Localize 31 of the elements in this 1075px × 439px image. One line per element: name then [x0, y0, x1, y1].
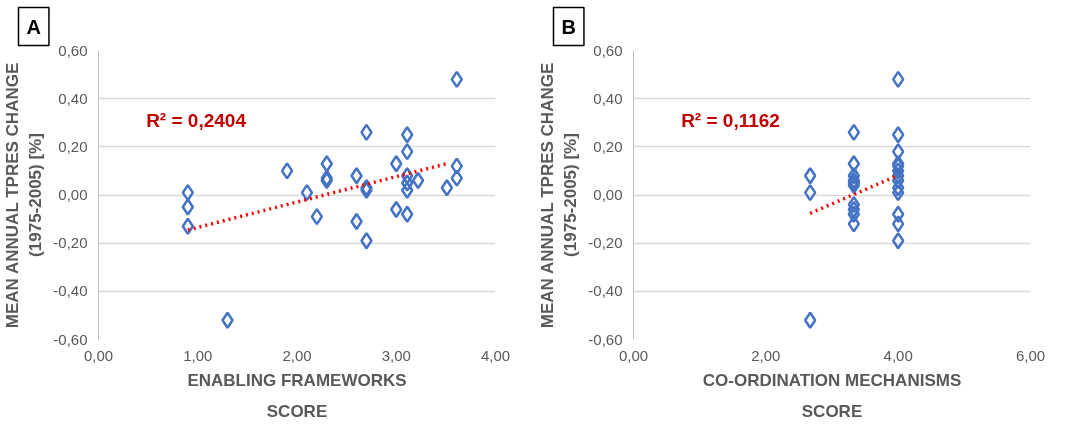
y-tick-label: -0,20 [53, 234, 88, 252]
y-tick-label: -0,40 [53, 282, 88, 300]
x-axis-title: ENABLING FRAMEWORKS SCORE [187, 370, 407, 421]
y-tick-label: 0,00 [58, 186, 88, 203]
y-axis-title: MEAN ANNUAL TPRES CHANGE (1975-2005) [%] [538, 62, 581, 329]
x-tick-label: 4,00 [480, 346, 511, 364]
chart-title: A [26, 15, 41, 38]
y-tick-label: -0,60 [53, 330, 88, 348]
y-tick-label: 0,20 [58, 137, 88, 155]
x-tick-label: 1,00 [183, 346, 213, 364]
x-tick-label: 0,00 [83, 346, 114, 364]
y-tick-label: 0,60 [58, 41, 88, 59]
y-tick-label: 0,20 [593, 137, 623, 155]
x-tick-label: 2,00 [751, 346, 781, 364]
y-tick-label: -0,60 [588, 330, 623, 348]
y-tick-label: 0,40 [58, 89, 88, 107]
x-tick-label: 2,00 [282, 346, 312, 364]
annotation: R² = 0,1162 [681, 110, 780, 132]
y-tick-label: 0,60 [593, 41, 623, 59]
annotation: R² = 0,2404 [146, 110, 247, 132]
x-tick-label: 6,00 [1015, 346, 1046, 364]
x-axis-title: CO-ORDINATION MECHANISMS SCORE [702, 370, 962, 421]
y-axis-title: MEAN ANNUAL TPRES CHANGE (1975-2005) [%] [3, 62, 46, 329]
x-tick-label: 0,00 [618, 346, 649, 364]
x-tick-label: 4,00 [883, 346, 913, 364]
y-tick-label: 0,00 [593, 186, 623, 203]
y-tick-label: -0,40 [588, 282, 623, 300]
chart-title: B [561, 15, 576, 38]
y-tick-label: -0,20 [588, 234, 623, 252]
x-tick-label: 3,00 [381, 346, 411, 364]
y-tick-label: 0,40 [593, 89, 623, 107]
